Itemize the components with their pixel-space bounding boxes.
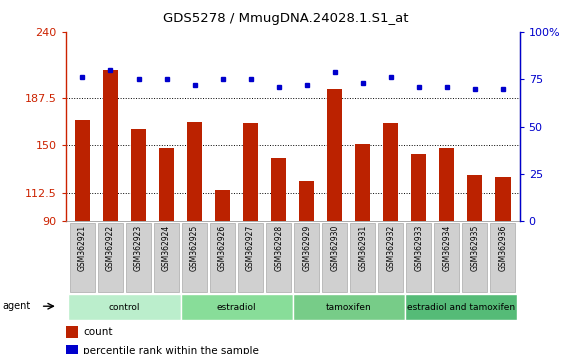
Text: tamoxifen: tamoxifen: [326, 303, 372, 312]
Text: estradiol and tamoxifen: estradiol and tamoxifen: [407, 303, 515, 312]
Bar: [439, 148, 455, 221]
Bar: [299, 181, 315, 221]
Text: GSM362926: GSM362926: [218, 225, 227, 271]
FancyBboxPatch shape: [434, 223, 459, 292]
FancyBboxPatch shape: [154, 223, 179, 292]
FancyBboxPatch shape: [98, 223, 123, 292]
Text: GSM362935: GSM362935: [471, 225, 479, 271]
Text: GSM362921: GSM362921: [78, 225, 87, 271]
Text: GSM362924: GSM362924: [162, 225, 171, 271]
Text: GSM362922: GSM362922: [106, 225, 115, 271]
FancyBboxPatch shape: [69, 294, 180, 320]
Bar: [495, 177, 510, 221]
Text: control: control: [108, 303, 140, 312]
Bar: [187, 121, 202, 221]
FancyBboxPatch shape: [294, 223, 319, 292]
FancyBboxPatch shape: [405, 294, 517, 320]
Bar: [75, 120, 90, 221]
Text: GSM362930: GSM362930: [330, 225, 339, 271]
Text: GSM362925: GSM362925: [190, 225, 199, 271]
Bar: [243, 123, 258, 221]
Text: GSM362931: GSM362931: [358, 225, 367, 271]
FancyBboxPatch shape: [350, 223, 375, 292]
FancyBboxPatch shape: [406, 223, 431, 292]
FancyBboxPatch shape: [293, 294, 405, 320]
FancyBboxPatch shape: [70, 223, 95, 292]
Bar: [215, 190, 230, 221]
Bar: [131, 129, 146, 221]
FancyBboxPatch shape: [180, 294, 293, 320]
Text: agent: agent: [2, 301, 30, 311]
Bar: [66, 326, 78, 338]
Bar: [103, 70, 118, 221]
FancyBboxPatch shape: [126, 223, 151, 292]
Bar: [411, 154, 427, 221]
Text: count: count: [83, 327, 113, 337]
Bar: [327, 89, 343, 221]
Bar: [467, 175, 482, 221]
Text: estradiol: estradiol: [217, 303, 256, 312]
Text: GSM362927: GSM362927: [246, 225, 255, 271]
FancyBboxPatch shape: [182, 223, 207, 292]
Text: GSM362929: GSM362929: [302, 225, 311, 271]
FancyBboxPatch shape: [378, 223, 403, 292]
Bar: [66, 345, 78, 354]
FancyBboxPatch shape: [238, 223, 263, 292]
FancyBboxPatch shape: [322, 223, 347, 292]
Bar: [383, 123, 399, 221]
Text: percentile rank within the sample: percentile rank within the sample: [83, 346, 259, 354]
Text: GDS5278 / MmugDNA.24028.1.S1_at: GDS5278 / MmugDNA.24028.1.S1_at: [163, 12, 408, 25]
Text: GSM362932: GSM362932: [386, 225, 395, 271]
Text: GSM362928: GSM362928: [274, 225, 283, 271]
FancyBboxPatch shape: [266, 223, 291, 292]
FancyBboxPatch shape: [210, 223, 235, 292]
Text: GSM362933: GSM362933: [414, 225, 423, 271]
Text: GSM362936: GSM362936: [498, 225, 507, 271]
FancyBboxPatch shape: [462, 223, 488, 292]
Text: GSM362934: GSM362934: [443, 225, 451, 271]
Text: GSM362923: GSM362923: [134, 225, 143, 271]
Bar: [355, 144, 371, 221]
Bar: [271, 158, 286, 221]
Bar: [159, 148, 174, 221]
FancyBboxPatch shape: [490, 223, 516, 292]
